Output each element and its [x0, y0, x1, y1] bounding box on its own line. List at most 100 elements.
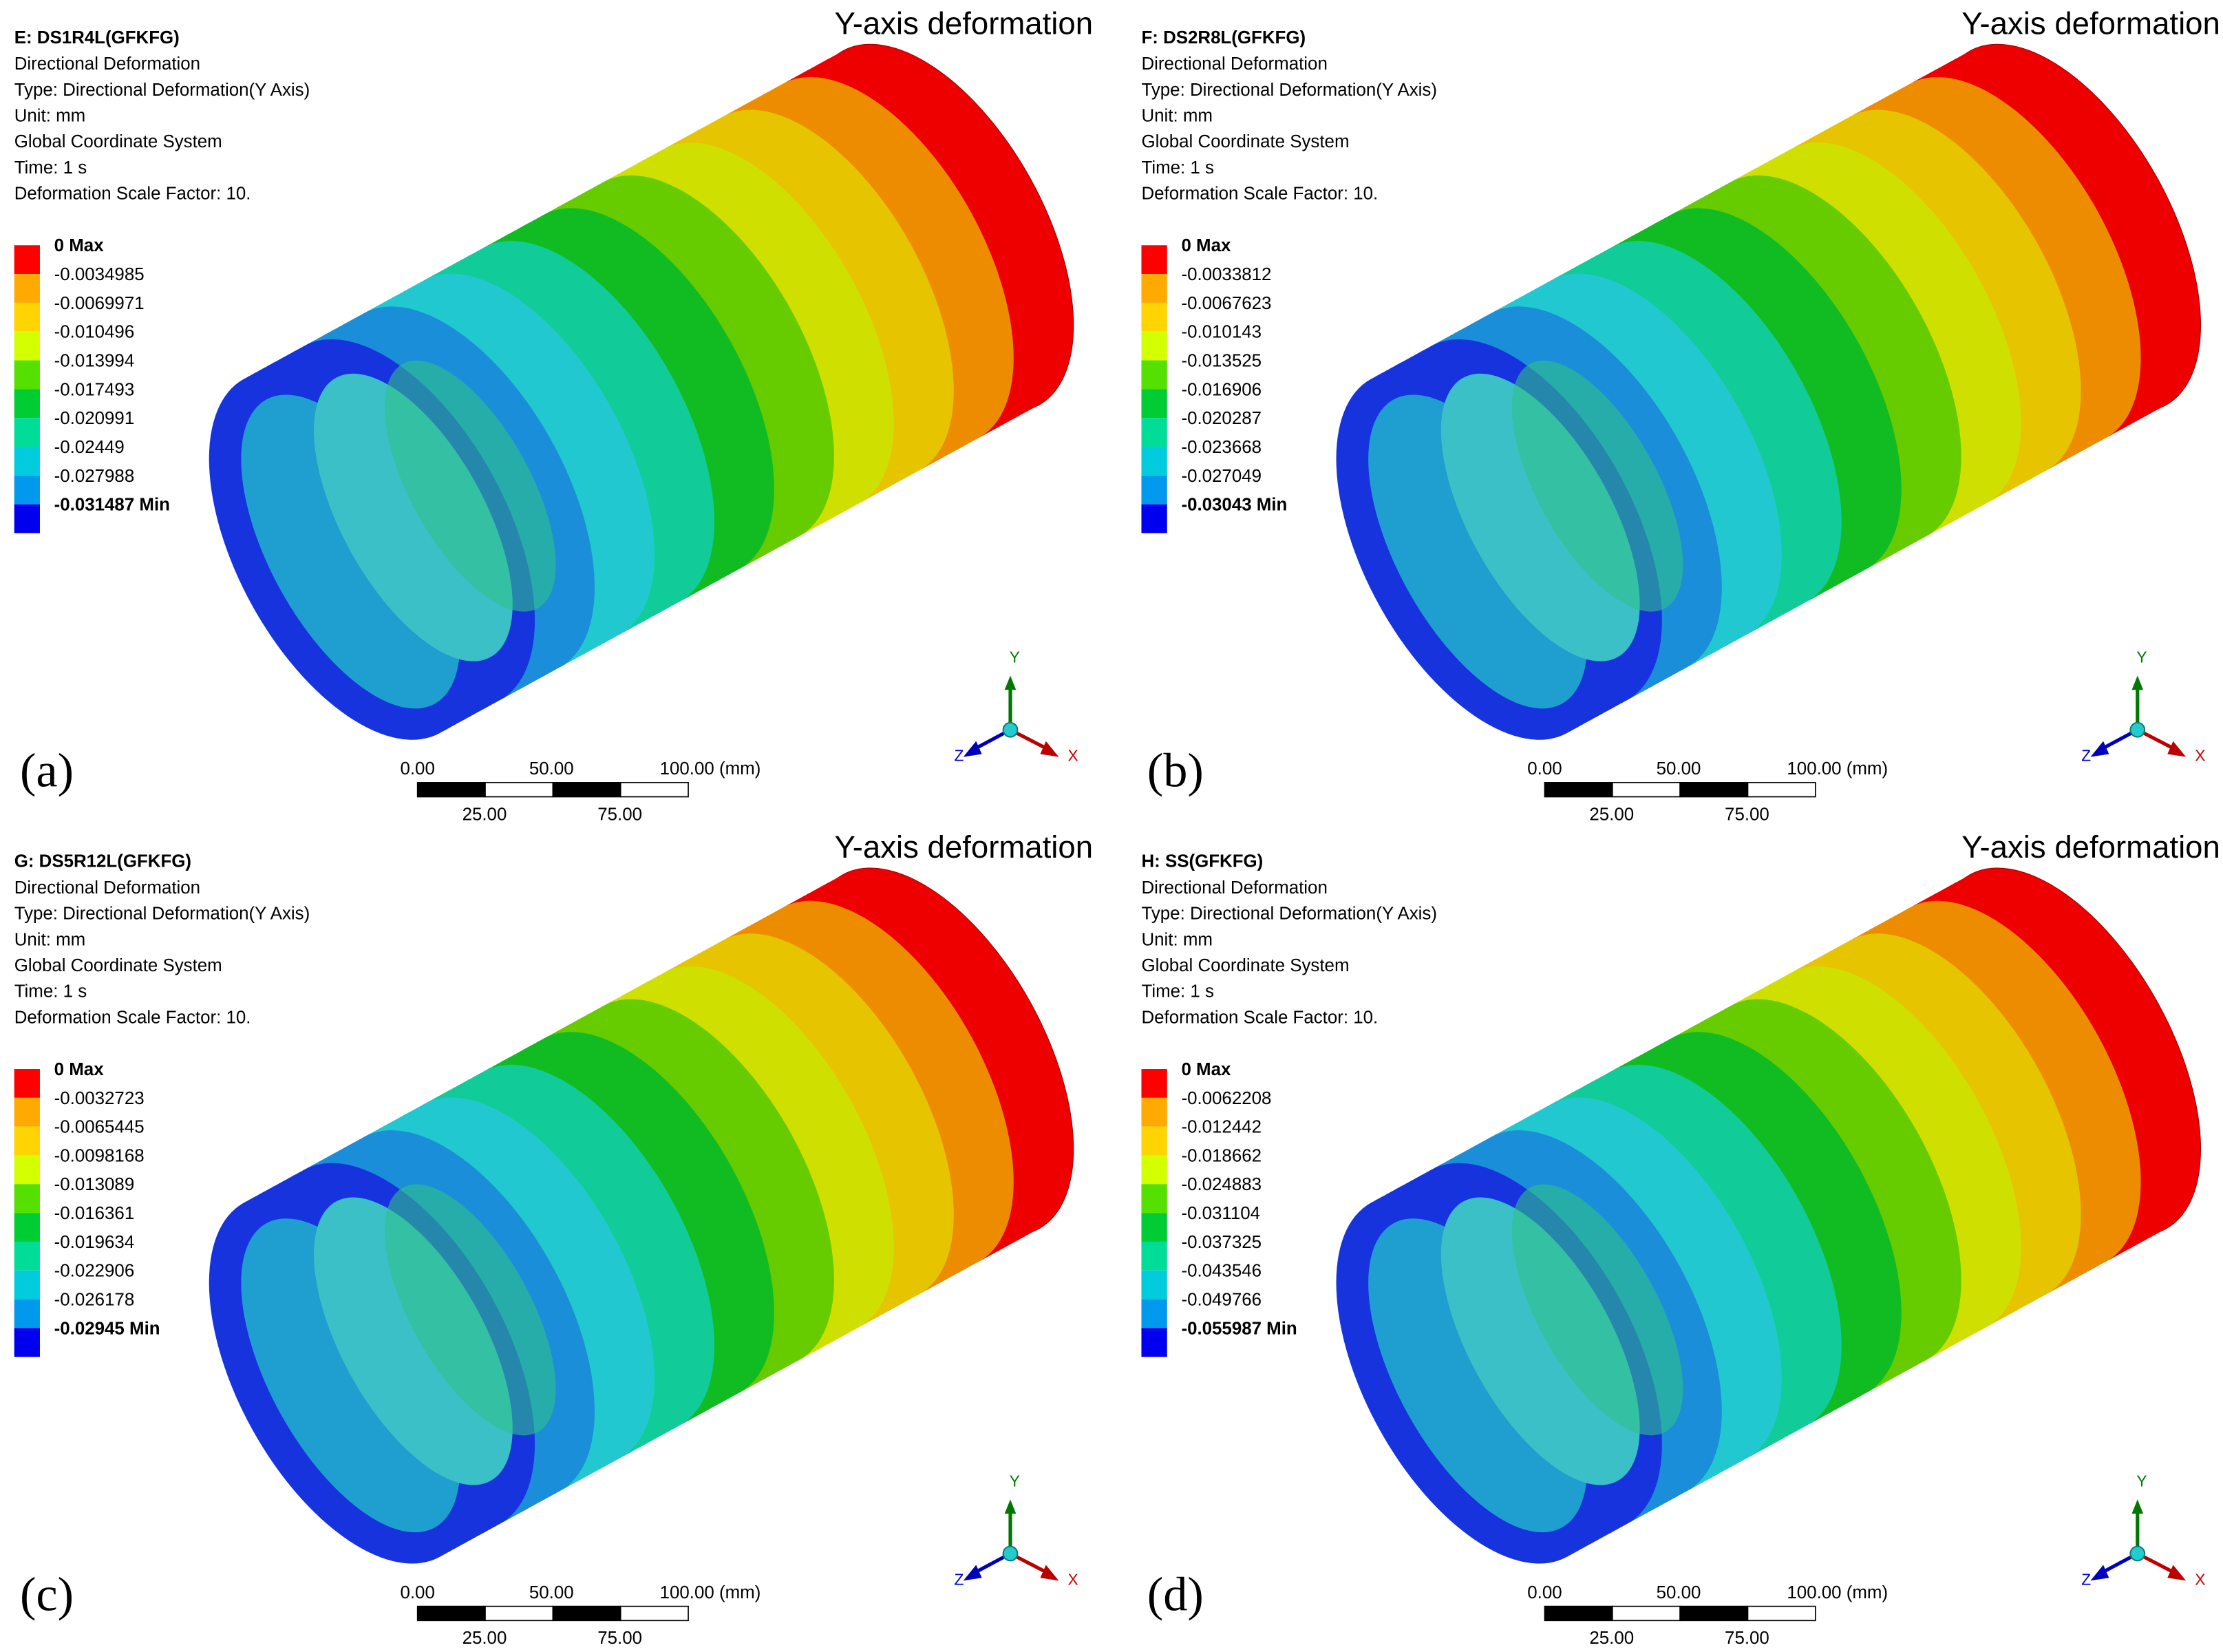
axis-label: Z	[2081, 747, 2091, 765]
legend-swatch	[1141, 360, 1167, 390]
axis-label: Z	[955, 747, 964, 765]
result-detail: Unit: mm	[1141, 107, 1213, 126]
legend-label: -0.0034985	[54, 265, 145, 284]
triad-origin	[2129, 721, 2146, 738]
legend-swatch	[14, 245, 40, 275]
legend-swatch	[14, 1328, 40, 1357]
scale-label: 0.00	[1527, 759, 1562, 779]
scale-label: 25.00	[1589, 805, 1634, 824]
legend-swatch	[14, 302, 40, 332]
scale-segment	[1679, 782, 1749, 798]
scale-label: 50.00	[529, 759, 574, 779]
result-detail: Global Coordinate System	[14, 132, 222, 151]
result-detail: Deformation Scale Factor: 10.	[14, 1008, 251, 1027]
scale-label: 25.00	[462, 1629, 507, 1648]
axis-label: Z	[2081, 1570, 2091, 1588]
legend-label: -0.043546	[1181, 1262, 1262, 1281]
legend-label: -0.026178	[54, 1291, 135, 1310]
legend-label: -0.02449	[54, 438, 125, 457]
panel-caption: (b)	[1147, 744, 1204, 798]
legend-label: -0.0065445	[54, 1118, 145, 1137]
scale-label: 50.00	[529, 1583, 574, 1602]
legend-swatch	[1141, 1241, 1167, 1271]
scale-label: 75.00	[1725, 805, 1769, 824]
legend-swatch	[14, 1184, 40, 1214]
bore-deep	[384, 1184, 556, 1436]
legend-label: -0.0067623	[1181, 294, 1271, 313]
result-detail: Directional Deformation	[14, 878, 200, 898]
triad-origin	[2129, 1545, 2146, 1562]
panel: Y-axis deformation E: DS1R4L(GFKFG) Direct…	[14, 6, 1093, 824]
scale-label: 100.00 (mm)	[1787, 759, 1888, 779]
legend-swatch	[1141, 504, 1167, 533]
legend-label: -0.020991	[54, 409, 135, 428]
result-detail: Type: Directional Deformation(Y Axis)	[1141, 81, 1437, 100]
legend-label: -0.012442	[1181, 1118, 1262, 1137]
axis-label: Y	[1010, 648, 1020, 666]
axis-label: X	[2195, 1570, 2205, 1588]
legend-label: -0.023668	[1181, 438, 1262, 457]
legend-label: -0.0098168	[54, 1146, 145, 1165]
panel-caption: (a)	[20, 744, 74, 798]
legend-swatch	[1141, 418, 1167, 447]
legend-swatch	[1141, 1155, 1167, 1185]
legend-swatch	[1141, 447, 1167, 476]
scale-label: 75.00	[1725, 1629, 1769, 1648]
legend-label: -0.02945 Min	[54, 1319, 160, 1338]
legend-label: -0.037325	[1181, 1233, 1262, 1252]
scale-label: 100.00 (mm)	[1787, 1583, 1888, 1602]
legend-label: -0.024883	[1181, 1175, 1262, 1194]
legend-label: -0.0062208	[1181, 1089, 1271, 1108]
legend-swatch	[14, 1299, 40, 1328]
legend-label: 0 Max	[1181, 1060, 1231, 1079]
scale-segment	[1747, 1605, 1816, 1622]
legend-swatch	[1141, 1184, 1167, 1214]
axis-x-head	[1040, 1565, 1059, 1581]
legend-swatch	[1141, 1069, 1167, 1098]
legend-label: -0.0069971	[54, 294, 145, 313]
legend-label: -0.049766	[1181, 1291, 1262, 1310]
bore	[241, 394, 460, 709]
result-detail: Unit: mm	[14, 107, 86, 126]
result-detail: Time: 1 s	[1141, 158, 1213, 178]
scale-label: 0.00	[400, 759, 434, 779]
axis-y-head	[1004, 675, 1017, 690]
result-title: F: DS2R8L(GFKFG)	[1141, 28, 1306, 47]
axis-label: X	[2195, 747, 2205, 765]
scale-label: 25.00	[1589, 1629, 1634, 1648]
result-detail: Global Coordinate System	[1141, 132, 1349, 151]
legend-swatch	[1141, 1213, 1167, 1242]
legend-swatch	[1141, 274, 1167, 303]
result-detail: Global Coordinate System	[1141, 956, 1349, 975]
scale-segment	[1679, 1605, 1749, 1622]
legend-swatch	[14, 389, 40, 419]
scale-label: 100.00 (mm)	[660, 1583, 761, 1602]
legend-swatch	[1141, 331, 1167, 361]
legend-swatch	[14, 1155, 40, 1185]
legend-swatch	[14, 274, 40, 303]
legend-label: -0.055987 Min	[1181, 1319, 1297, 1338]
result-detail: Unit: mm	[1141, 930, 1213, 949]
panel-caption: (d)	[1147, 1567, 1204, 1621]
legend-swatch	[14, 360, 40, 390]
legend-swatch	[14, 1270, 40, 1300]
scale-segment	[619, 1605, 689, 1622]
result-title: G: DS5R12L(GFKFG)	[14, 852, 191, 871]
result-detail: Type: Directional Deformation(Y Axis)	[14, 904, 310, 924]
axis-z-head	[963, 1565, 982, 1581]
scale-segment	[1611, 1605, 1681, 1622]
axis-y-head	[2131, 675, 2144, 690]
legend-swatch	[14, 331, 40, 361]
result-detail: Time: 1 s	[14, 982, 87, 1002]
legend-swatch	[14, 1069, 40, 1098]
panel-caption: (c)	[20, 1567, 74, 1621]
bore-deep	[384, 360, 556, 612]
scale-segment	[1544, 782, 1613, 798]
legend-swatch	[1141, 475, 1167, 505]
axis-y-head	[2131, 1499, 2144, 1514]
legend-swatch	[1141, 389, 1167, 419]
axis-x-head	[2167, 741, 2187, 757]
scale-label: 75.00	[597, 1629, 642, 1648]
bore-inner	[1440, 1197, 1640, 1485]
header: Y-axis deformation	[1961, 829, 2220, 865]
